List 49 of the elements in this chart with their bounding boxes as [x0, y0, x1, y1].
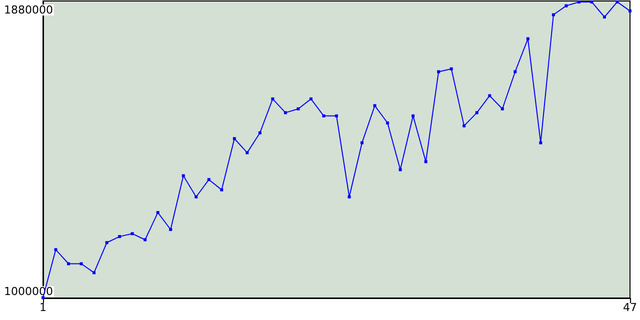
- point: [386, 121, 390, 124]
- point: [194, 195, 198, 198]
- point: [207, 178, 210, 182]
- point: [590, 0, 594, 4]
- point: [309, 97, 312, 100]
- y-tick-label: 1880000: [4, 3, 53, 16]
- point: [450, 67, 453, 70]
- point: [628, 9, 632, 12]
- x-tick-label: 47: [623, 301, 637, 314]
- point: [373, 104, 376, 108]
- point: [514, 70, 517, 74]
- point: [526, 37, 530, 40]
- point: [424, 160, 428, 164]
- point: [130, 232, 134, 236]
- point: [258, 131, 262, 134]
- point: [246, 151, 249, 154]
- point: [271, 97, 274, 100]
- point: [284, 111, 287, 114]
- point: [398, 168, 402, 172]
- point: [92, 271, 96, 274]
- point: [475, 111, 478, 114]
- point: [552, 13, 555, 16]
- point: [577, 0, 580, 4]
- point: [67, 262, 70, 266]
- point: [182, 174, 185, 178]
- point: [54, 248, 58, 252]
- point: [437, 70, 440, 74]
- point: [105, 241, 108, 244]
- point: [118, 235, 122, 238]
- point: [412, 114, 415, 118]
- point: [156, 211, 160, 214]
- point: [80, 262, 83, 266]
- point: [564, 4, 568, 8]
- point: [220, 188, 224, 192]
- point: [616, 0, 619, 4]
- point: [232, 137, 236, 140]
- point: [539, 141, 542, 144]
- point: [296, 107, 300, 110]
- point: [462, 124, 466, 128]
- point: [500, 107, 504, 110]
- point: [602, 16, 606, 18]
- point: [322, 114, 326, 118]
- point: [488, 94, 492, 98]
- point: [335, 114, 338, 118]
- point: [169, 228, 172, 232]
- point: [360, 141, 364, 144]
- point: [144, 238, 147, 242]
- point: [348, 195, 351, 198]
- x-tick-label: 1: [40, 301, 46, 314]
